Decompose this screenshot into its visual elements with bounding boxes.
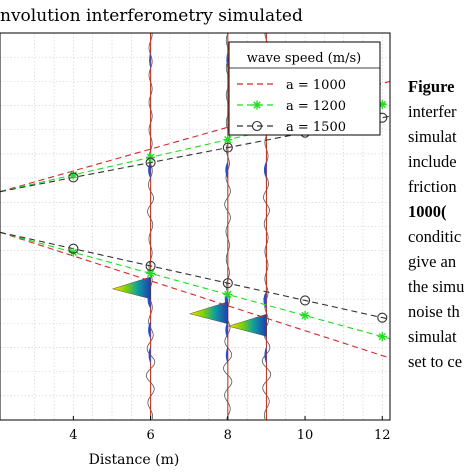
marker-circle	[222, 278, 233, 289]
wavelet-lobe	[148, 161, 151, 179]
series-line-upper	[0, 80, 391, 193]
caption-line-10: set to ce	[408, 352, 462, 371]
marker-circle	[68, 172, 79, 183]
caption-line-2: simulat	[408, 127, 457, 146]
legend-marker-circle	[251, 120, 263, 132]
caption-bold-line: 1000(	[408, 202, 447, 221]
marker-star	[300, 311, 310, 321]
legend-marker-star	[252, 100, 262, 110]
x-axis-label: Distance (m)	[89, 452, 180, 468]
marker-star	[68, 170, 78, 180]
caption-line-4: friction	[408, 177, 457, 196]
x-tick-label: 8	[224, 428, 232, 443]
x-tick-label: 6	[146, 428, 154, 443]
legend-label: a = 1000	[286, 78, 346, 93]
caption-line-7: the simu	[408, 277, 464, 296]
marker-star	[223, 289, 233, 299]
chart-title: nvolution interferometry simulated	[0, 6, 303, 26]
wavelet-lobe	[225, 161, 228, 179]
x-ticks: 4 6 8 10 12	[69, 416, 391, 443]
legend-box	[228, 41, 381, 136]
wavelet-wedge	[227, 313, 267, 337]
series-line-lower	[0, 231, 391, 340]
marker-circle	[222, 142, 233, 153]
wavelet-wedge	[189, 301, 229, 325]
legend-title: wave speed (m/s)	[247, 51, 361, 66]
x-tick-label: 12	[374, 428, 391, 443]
x-tick-label: 4	[69, 428, 77, 443]
marker-star	[146, 152, 156, 162]
marker-star	[377, 332, 387, 342]
wavelet-lobe	[225, 346, 228, 364]
wavelet-lobe	[264, 346, 267, 364]
wavelet-lobe	[148, 346, 151, 364]
legend-label: a = 1200	[286, 99, 346, 114]
wavelet-lobe	[149, 51, 151, 69]
caption-line-1: interfer	[408, 102, 457, 121]
series-line-lower	[0, 231, 391, 320]
marker-circle	[377, 312, 388, 323]
wavelet-lobe	[226, 51, 228, 69]
legend-label: a = 1500	[286, 120, 346, 135]
wavelet-lobe	[148, 321, 151, 339]
wavelet-wedges	[111, 276, 267, 337]
caption-line-3: include	[408, 152, 457, 171]
figure-caption: Figure interfer simulat include friction…	[408, 77, 464, 371]
wavelet-lobe	[263, 161, 267, 179]
wavelet-lobe	[263, 291, 267, 309]
wavelet-wedge	[111, 276, 151, 300]
marker-circle	[145, 260, 156, 271]
marker-circle	[145, 157, 156, 168]
wavelet-lobe	[225, 321, 228, 339]
caption-line-8: noise th	[408, 302, 461, 321]
marker-circle	[68, 243, 79, 254]
caption-line-9: simulat	[408, 327, 457, 346]
plot-frame	[0, 32, 391, 421]
caption-head: Figure	[408, 77, 454, 96]
legend: wave speed (m/s) a = 1000 a = 1200 a = 150…	[228, 41, 381, 136]
caption-line-5: conditic	[408, 227, 461, 246]
x-tick-label: 10	[297, 428, 314, 443]
marker-circle	[299, 295, 311, 306]
series-line-lower	[0, 231, 391, 359]
caption-line-6: give an	[408, 252, 456, 271]
